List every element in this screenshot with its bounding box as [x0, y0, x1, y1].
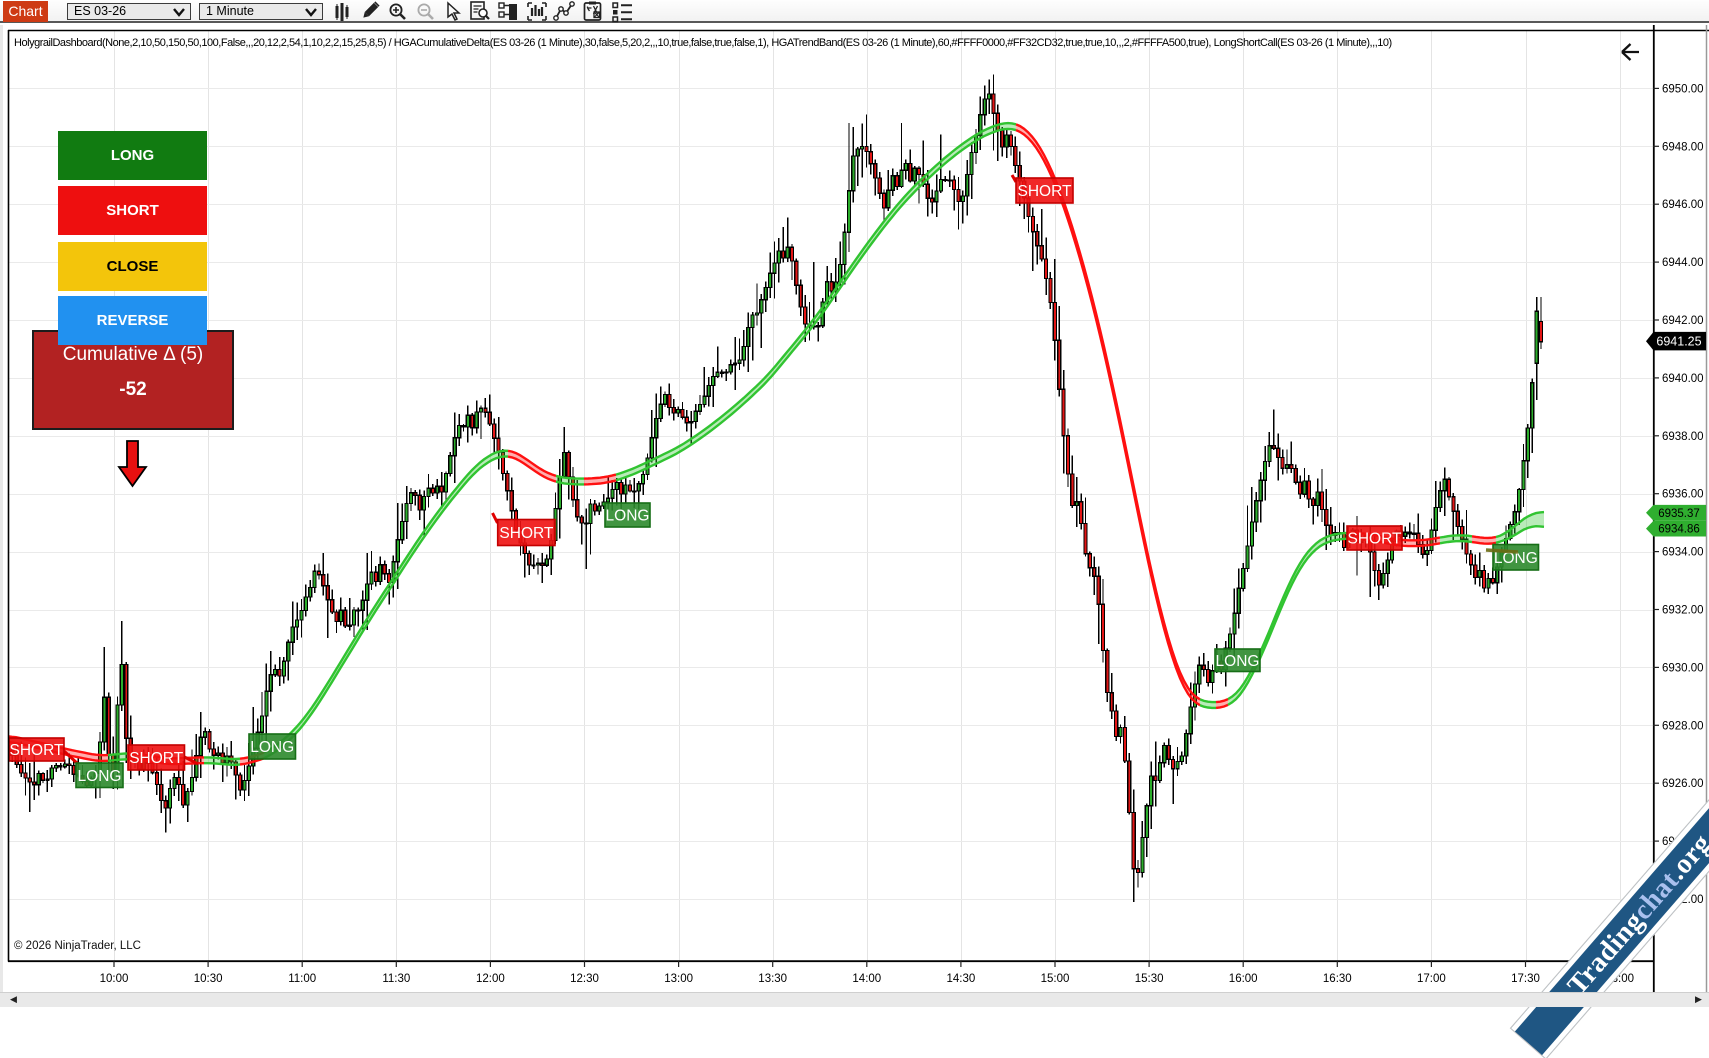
svg-text:6932.00: 6932.00	[1662, 605, 1704, 617]
svg-text:SHORT: SHORT	[1348, 531, 1403, 548]
svg-text:SHORT: SHORT	[129, 750, 184, 767]
svg-text:6936.00: 6936.00	[1662, 489, 1704, 501]
svg-text:13:30: 13:30	[758, 973, 787, 985]
svg-text:17:30: 17:30	[1511, 973, 1540, 985]
svg-text:6938.00: 6938.00	[1662, 431, 1704, 443]
svg-text:13:00: 13:00	[664, 973, 693, 985]
svg-text:SHORT: SHORT	[10, 742, 65, 759]
svg-text:6941.25: 6941.25	[1656, 335, 1701, 349]
svg-text:6944.00: 6944.00	[1662, 257, 1704, 269]
svg-text:6930.00: 6930.00	[1662, 662, 1704, 674]
svg-text:17:00: 17:00	[1417, 973, 1446, 985]
svg-text:15:00: 15:00	[1041, 973, 1070, 985]
svg-text:6948.00: 6948.00	[1662, 141, 1704, 153]
svg-text:6935.37: 6935.37	[1658, 508, 1700, 520]
svg-text:LONG: LONG	[250, 739, 294, 756]
svg-text:6946.00: 6946.00	[1662, 199, 1704, 211]
svg-text:6934.00: 6934.00	[1662, 547, 1704, 559]
svg-text:6950.00: 6950.00	[1662, 83, 1704, 95]
svg-text:SHORT: SHORT	[499, 525, 554, 542]
svg-text:6942.00: 6942.00	[1662, 315, 1704, 327]
svg-text:6940.00: 6940.00	[1662, 373, 1704, 385]
svg-text:16:30: 16:30	[1323, 973, 1352, 985]
svg-text:6928.00: 6928.00	[1662, 720, 1704, 732]
svg-text:10:30: 10:30	[194, 973, 223, 985]
svg-text:LONG: LONG	[1494, 550, 1538, 567]
svg-text:16:00: 16:00	[1229, 973, 1258, 985]
svg-text:10:00: 10:00	[100, 973, 129, 985]
svg-text:LONG: LONG	[606, 508, 650, 525]
svg-text:11:30: 11:30	[382, 973, 410, 985]
svg-text:LONG: LONG	[78, 768, 122, 785]
svg-text:6934.86: 6934.86	[1658, 524, 1700, 536]
svg-text:12:00: 12:00	[476, 973, 505, 985]
svg-text:11:00: 11:00	[288, 973, 316, 985]
svg-text:SHORT: SHORT	[1018, 183, 1073, 200]
svg-text:14:00: 14:00	[852, 973, 881, 985]
svg-text:15:30: 15:30	[1135, 973, 1164, 985]
svg-text:6926.00: 6926.00	[1662, 778, 1704, 790]
svg-text:LONG: LONG	[1216, 653, 1260, 670]
svg-text:12:30: 12:30	[570, 973, 599, 985]
svg-text:14:30: 14:30	[947, 973, 976, 985]
